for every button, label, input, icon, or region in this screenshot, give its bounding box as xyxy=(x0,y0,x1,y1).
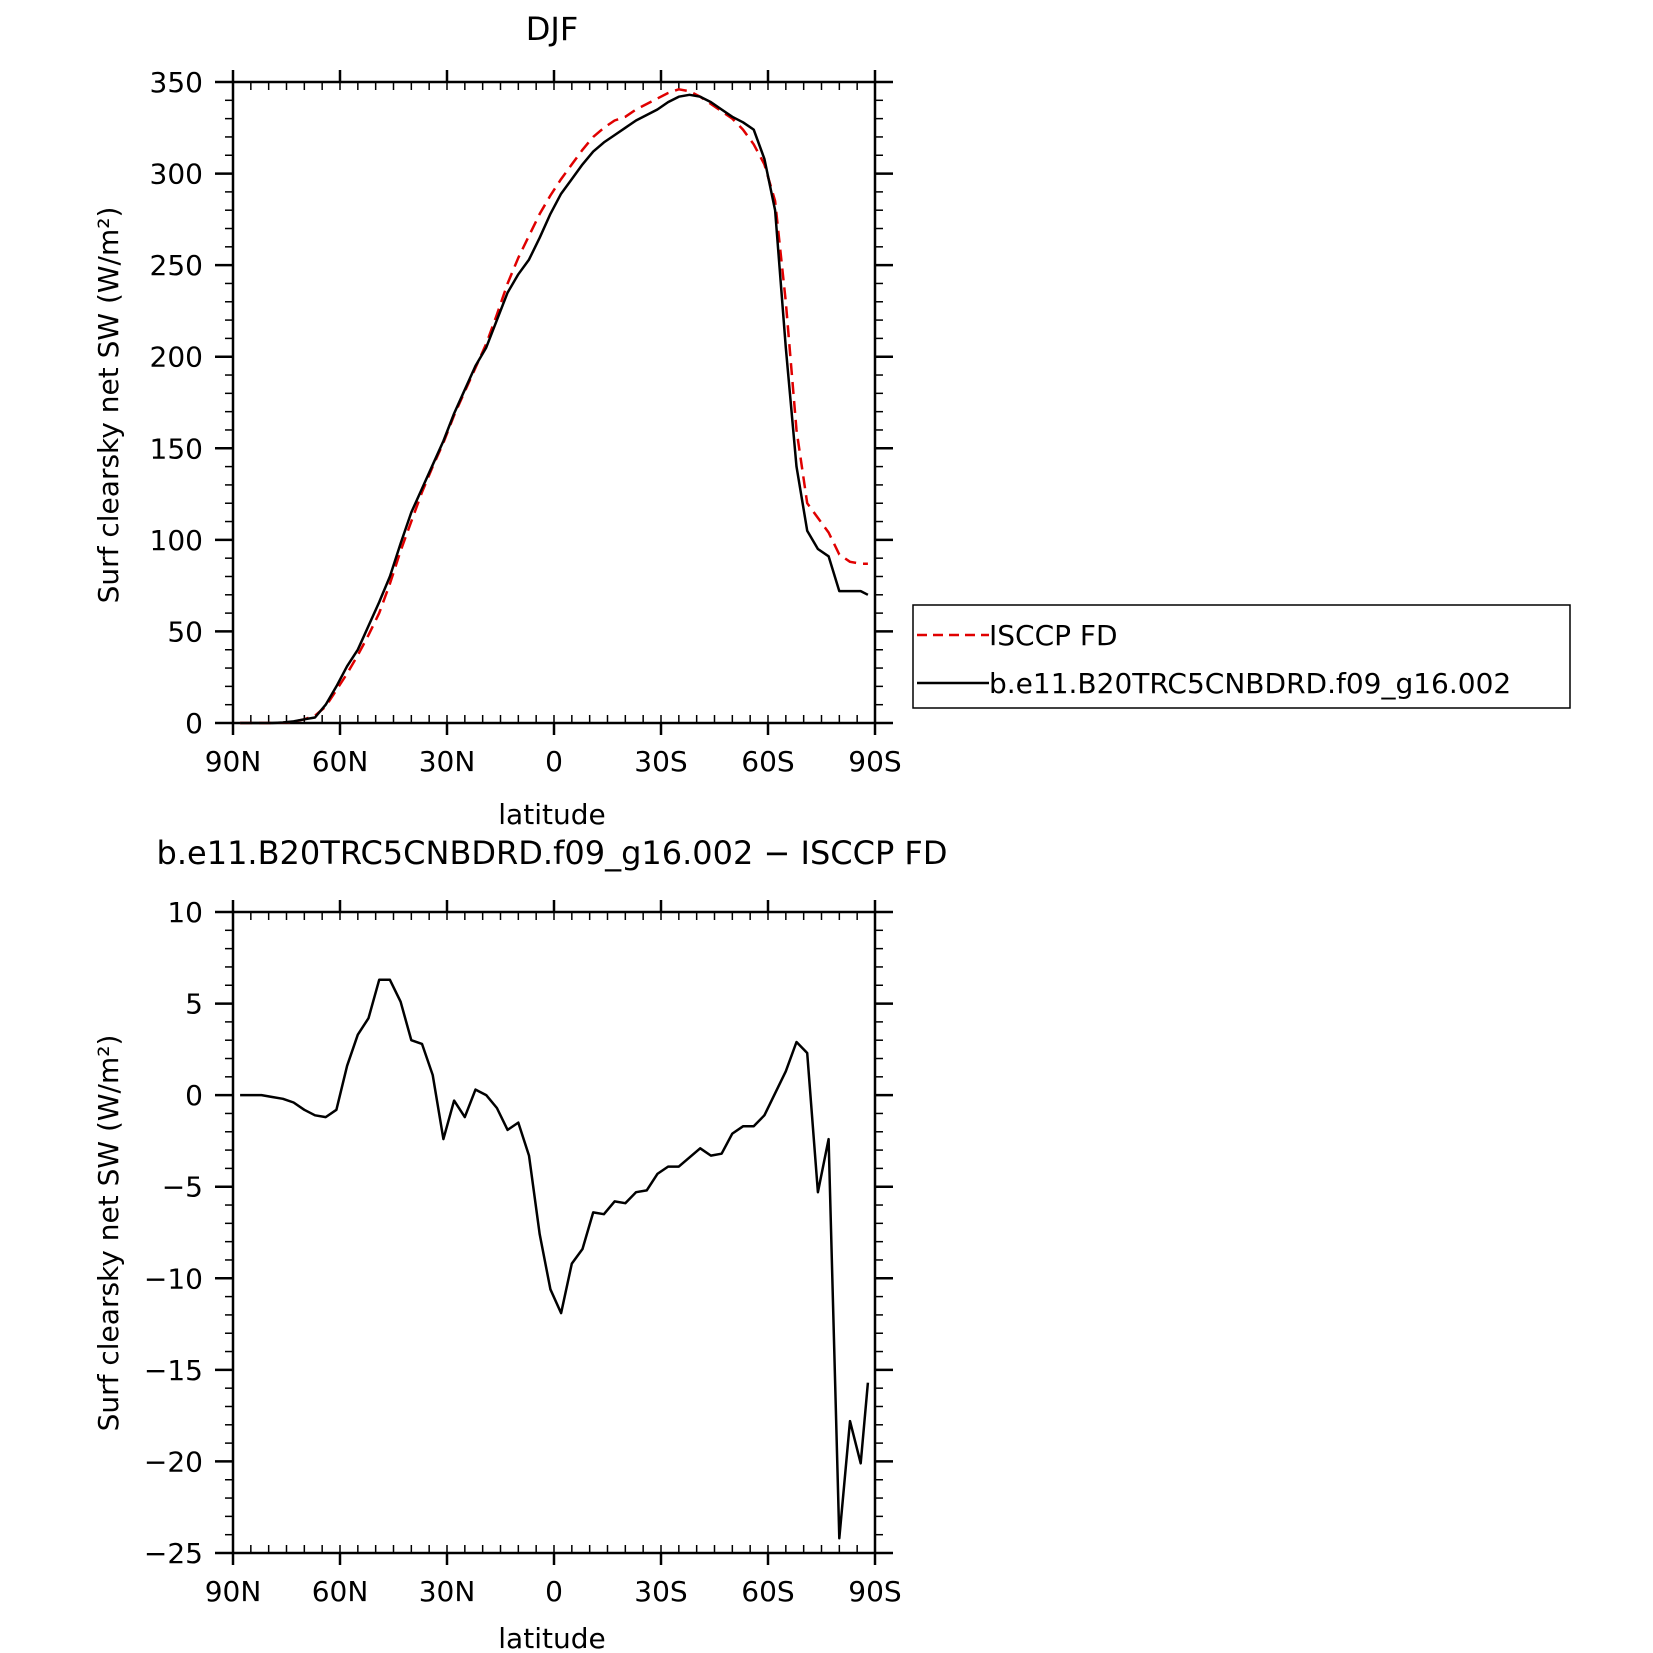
bottom-x-tick-label: 0 xyxy=(545,1575,563,1608)
legend-label-model: b.e11.B20TRC5CNBDRD.f09_g16.002 xyxy=(989,667,1511,700)
bottom-x-tick-label: 60S xyxy=(741,1575,794,1608)
bottom-y-tick-label: −10 xyxy=(144,1262,203,1295)
legend: ISCCP FD b.e11.B20TRC5CNBDRD.f09_g16.002 xyxy=(912,604,1571,709)
bottom-plot-area: 90N 60N 30N 0 30S 60S 90S −25 −20 −15 −10 −5 0 5 10 xyxy=(144,896,902,1608)
top-y-tick-label: 200 xyxy=(150,341,203,374)
top-plot-frame xyxy=(231,80,877,725)
bottom-y-tick-label: 0 xyxy=(185,1079,203,1112)
top-y-tick-label: 150 xyxy=(150,432,203,465)
bottom-x-tick-label: 30N xyxy=(419,1575,476,1608)
top-x-tick-label: 30S xyxy=(634,745,687,778)
bottom-series-line-0 xyxy=(240,978,870,1540)
bottom-x-axis-label: latitude xyxy=(498,1622,605,1653)
top-x-tick-label: 60N xyxy=(312,745,369,778)
bottom-x-tick-label: 90S xyxy=(848,1575,901,1608)
bottom-plot-frame xyxy=(231,910,877,1555)
top-plot-area: 90N 60N 30N 0 30S 60S 90S 0 50 100 150 200 250 300 350 xyxy=(150,66,902,778)
top-y-tick-label: 300 xyxy=(150,158,203,191)
bottom-x-tick-label: 60N xyxy=(312,1575,369,1608)
top-y-tick-label: 100 xyxy=(150,524,203,557)
bottom-chart-title: b.e11.B20TRC5CNBDRD.f09_g16.002 − ISCCP … xyxy=(157,834,948,872)
top-y-axis-label: Surf clearsky net SW (W/m²) xyxy=(92,207,125,604)
top-x-tick-label: 60S xyxy=(741,745,794,778)
top-x-axis-label: latitude xyxy=(498,798,605,831)
top-y-tick-label: 0 xyxy=(185,707,203,740)
bottom-panel: b.e11.B20TRC5CNBDRD.f09_g16.002 − ISCCP … xyxy=(92,834,947,1653)
legend-label-isccp: ISCCP FD xyxy=(989,619,1118,652)
bottom-y-axis-label: Surf clearsky net SW (W/m²) xyxy=(92,1035,125,1432)
legend-box xyxy=(912,604,1571,709)
top-x-tick-label: 90N xyxy=(205,745,262,778)
top-y-tick-label: 50 xyxy=(167,615,203,648)
top-y-tick-label: 250 xyxy=(150,249,203,282)
bottom-y-tick-label: −15 xyxy=(144,1354,203,1387)
top-x-tick-label: 0 xyxy=(545,745,563,778)
top-y-tick-label: 350 xyxy=(150,66,203,99)
bottom-y-tick-label: −25 xyxy=(144,1537,203,1570)
bottom-x-tick-label: 90N xyxy=(205,1575,262,1608)
bottom-y-tick-label: −20 xyxy=(144,1445,203,1478)
top-x-tick-label: 30N xyxy=(419,745,476,778)
bottom-y-tick-label: 5 xyxy=(185,988,203,1021)
top-series-line-1 xyxy=(240,93,869,725)
bottom-y-tick-label: 10 xyxy=(167,896,203,929)
top-chart-title: DJF xyxy=(526,10,578,48)
bottom-y-tick-label: −5 xyxy=(162,1171,203,1204)
top-panel: DJF 90N 60N 30N 0 30S 60S 90S 0 50 100 150 200 250 30… xyxy=(92,10,902,831)
bottom-x-tick-label: 30S xyxy=(634,1575,687,1608)
top-series-line-0 xyxy=(240,88,868,725)
top-x-tick-label: 90S xyxy=(848,745,901,778)
